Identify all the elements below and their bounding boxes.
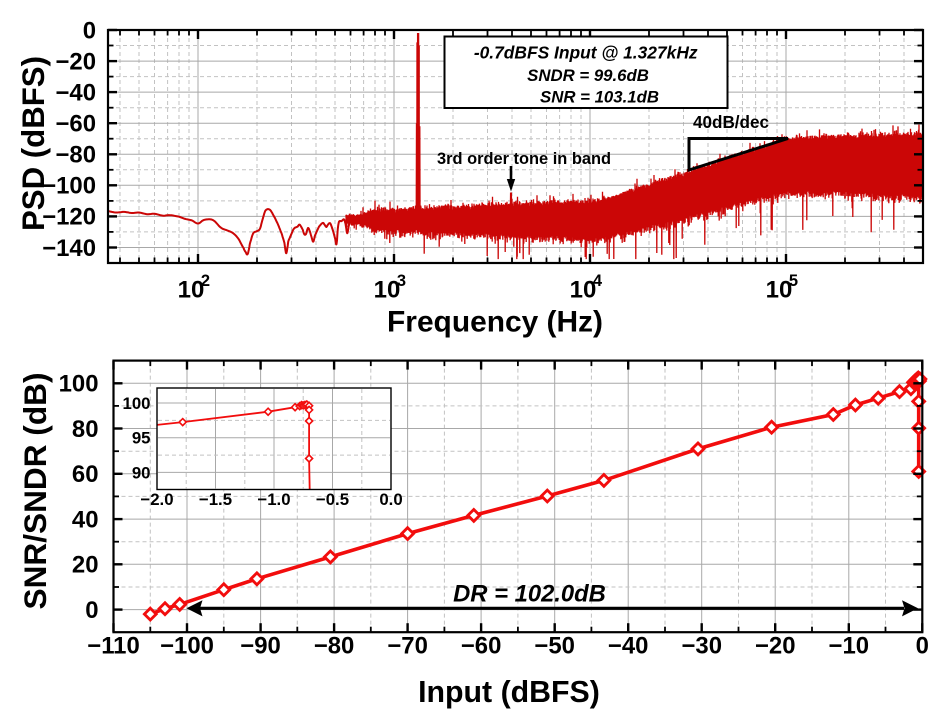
svg-text:−0.5: −0.5: [316, 490, 349, 509]
svg-text:−50: −50: [534, 633, 575, 660]
svg-text:−80: −80: [314, 633, 355, 660]
svg-text:100: 100: [59, 371, 99, 398]
svg-text:Input (dBFS): Input (dBFS): [418, 676, 600, 709]
svg-text:10: 10: [570, 277, 597, 304]
svg-text:−2.0: −2.0: [140, 490, 173, 509]
svg-text:3rd order tone in band: 3rd order tone in band: [437, 150, 611, 168]
svg-text:2: 2: [201, 272, 210, 290]
svg-text:SNR/SNDR (dB): SNR/SNDR (dB): [17, 373, 53, 610]
svg-text:−60: −60: [55, 110, 96, 137]
svg-text:−80: −80: [55, 142, 96, 169]
svg-text:−20: −20: [55, 48, 96, 75]
svg-text:80: 80: [72, 416, 99, 443]
svg-text:60: 60: [72, 461, 99, 488]
svg-text:SNDR = 99.6dB: SNDR = 99.6dB: [527, 66, 649, 85]
svg-text:−110: −110: [87, 633, 140, 660]
svg-text:10: 10: [178, 277, 205, 304]
svg-text:90: 90: [132, 463, 151, 482]
svg-text:0: 0: [83, 17, 96, 44]
svg-text:3: 3: [397, 272, 406, 290]
svg-text:100: 100: [123, 394, 151, 413]
svg-text:95: 95: [132, 429, 151, 448]
svg-text:0: 0: [85, 597, 98, 624]
svg-text:10: 10: [374, 277, 401, 304]
svg-text:SNR = 103.1dB: SNR = 103.1dB: [540, 88, 659, 107]
svg-text:4: 4: [593, 272, 603, 290]
svg-text:−40: −40: [55, 79, 96, 106]
svg-text:−30: −30: [681, 633, 722, 660]
svg-text:−10: −10: [829, 633, 870, 660]
svg-text:5: 5: [789, 272, 798, 290]
svg-text:40dB/dec: 40dB/dec: [693, 113, 769, 132]
svg-text:−120: −120: [42, 204, 96, 231]
svg-text:40: 40: [72, 506, 99, 533]
svg-text:10: 10: [766, 277, 793, 304]
svg-text:Frequency (Hz): Frequency (Hz): [387, 306, 603, 339]
svg-text:DR = 102.0dB: DR = 102.0dB: [453, 581, 606, 608]
svg-text:−140: −140: [42, 235, 96, 262]
svg-text:−70: −70: [387, 633, 428, 660]
svg-text:PSD (dBFS): PSD (dBFS): [16, 56, 51, 231]
svg-text:0.0: 0.0: [379, 490, 402, 509]
svg-text:−40: −40: [608, 633, 649, 660]
svg-text:0: 0: [916, 633, 929, 660]
svg-text:−20: −20: [755, 633, 796, 660]
svg-text:−90: −90: [240, 633, 281, 660]
svg-text:−1.0: −1.0: [257, 490, 290, 509]
svg-text:−100: −100: [42, 173, 96, 200]
svg-text:−1.5: −1.5: [199, 490, 232, 509]
svg-text:−100: −100: [160, 633, 214, 660]
svg-text:−60: −60: [461, 633, 502, 660]
svg-text:-0.7dBFS Input @ 1.327kHz: -0.7dBFS Input @ 1.327kHz: [474, 43, 698, 63]
svg-text:20: 20: [72, 552, 99, 579]
